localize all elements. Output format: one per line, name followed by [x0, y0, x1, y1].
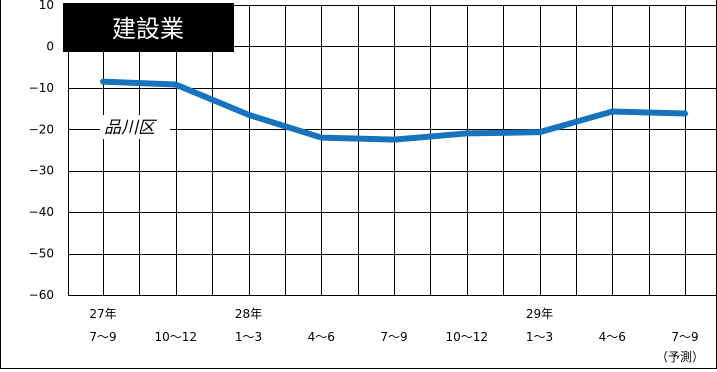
y-tick-label: −30 — [29, 164, 54, 178]
data-point — [537, 129, 542, 135]
x-tick-label: 4～6 — [308, 330, 335, 344]
y-tick-label: 0 — [46, 39, 54, 53]
y-tick-label: −40 — [29, 205, 54, 219]
x-tick-label: 10～12 — [445, 330, 488, 344]
chart-title: 建設業 — [112, 15, 184, 43]
x-tick-label: 1～3 — [526, 330, 553, 344]
x-year-label: 28年 — [235, 307, 262, 321]
y-tick-label: 10 — [39, 0, 54, 12]
data-point — [246, 112, 251, 118]
x-tick-label: 4～6 — [599, 330, 626, 344]
x-tick-label: 7～9 — [89, 330, 116, 344]
data-point — [682, 111, 688, 117]
gridlines — [68, 5, 717, 296]
y-tick-label: −60 — [29, 288, 54, 302]
annotation-shinagawa: 品川区 — [104, 118, 158, 138]
x-tick-label: 7～9 — [380, 330, 407, 344]
data-point — [609, 108, 615, 114]
y-tick-label: −50 — [29, 247, 54, 261]
x-year-label: 29年 — [526, 307, 553, 321]
data-point — [100, 79, 106, 85]
x-year-label: 27年 — [89, 307, 116, 321]
y-tick-label: −20 — [29, 122, 54, 136]
x-note-label: （予測） — [656, 350, 704, 364]
data-point — [173, 82, 179, 88]
series-layer — [100, 78, 688, 143]
y-tick-label: −10 — [29, 81, 54, 95]
x-axis-labels: 27年 7～9 10～12 28年 1～3 4～6 7～9 10～12 29年 1～3 4～6 7～9… — [89, 307, 704, 364]
data-point — [464, 130, 470, 136]
x-tick-label: 7～9 — [671, 330, 698, 344]
data-point — [318, 135, 324, 141]
y-axis-labels: 10 0 −10 −20 −30 −40 −50 −60 — [29, 0, 54, 302]
title-box — [63, 3, 234, 52]
annotation-bg — [100, 115, 170, 139]
data-point — [391, 137, 397, 143]
x-tick-label: 10～12 — [154, 330, 197, 344]
x-tick-label: 1～3 — [235, 330, 262, 344]
